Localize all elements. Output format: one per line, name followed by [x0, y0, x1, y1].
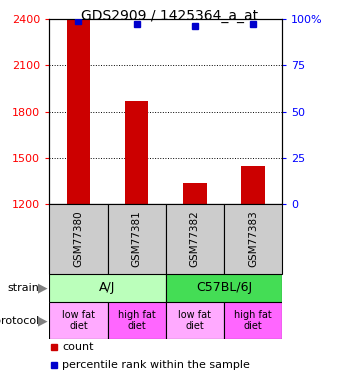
Text: GSM77383: GSM77383 — [248, 211, 258, 267]
Text: C57BL/6J: C57BL/6J — [196, 281, 252, 294]
Bar — [107, 302, 166, 339]
Bar — [241, 166, 265, 204]
Text: protocol: protocol — [0, 316, 39, 326]
Text: ▶: ▶ — [38, 314, 48, 327]
Bar — [67, 20, 90, 204]
Text: count: count — [62, 342, 94, 352]
Text: GDS2909 / 1425364_a_at: GDS2909 / 1425364_a_at — [82, 9, 258, 23]
Text: high fat
diet: high fat diet — [118, 310, 155, 332]
Bar — [166, 302, 224, 339]
Bar — [125, 101, 148, 204]
Bar — [224, 204, 282, 274]
Bar — [49, 274, 166, 302]
Bar — [49, 302, 107, 339]
Text: percentile rank within the sample: percentile rank within the sample — [62, 360, 250, 370]
Text: low fat
diet: low fat diet — [178, 310, 211, 332]
Bar — [166, 274, 282, 302]
Text: high fat
diet: high fat diet — [234, 310, 272, 332]
Bar — [107, 204, 166, 274]
Bar — [49, 204, 107, 274]
Bar — [224, 302, 282, 339]
Text: GSM77381: GSM77381 — [132, 211, 142, 267]
Text: A/J: A/J — [99, 281, 116, 294]
Bar — [166, 204, 224, 274]
Text: GSM77382: GSM77382 — [190, 211, 200, 267]
Text: strain: strain — [7, 283, 39, 293]
Text: GSM77380: GSM77380 — [73, 211, 83, 267]
Text: ▶: ▶ — [38, 281, 48, 294]
Text: low fat
diet: low fat diet — [62, 310, 95, 332]
Bar — [183, 183, 206, 204]
